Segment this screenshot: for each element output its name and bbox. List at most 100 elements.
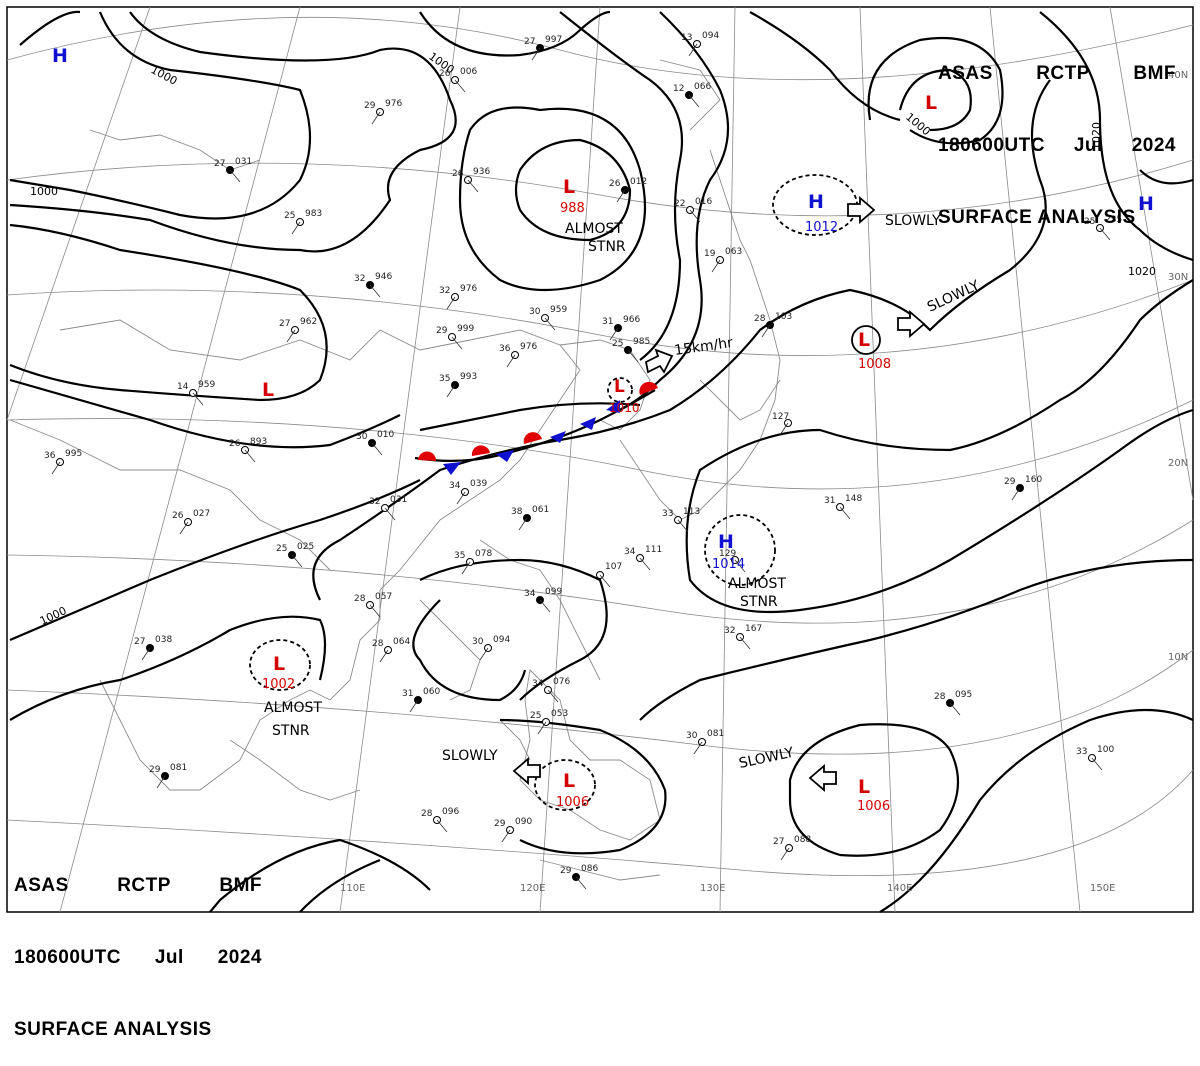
station-pressure: 985 bbox=[633, 337, 650, 347]
wind-barb bbox=[609, 327, 619, 341]
lat-label: 20N bbox=[1168, 458, 1188, 469]
wind-barb bbox=[1099, 227, 1111, 241]
wind-barb bbox=[479, 647, 489, 661]
wind-barb bbox=[371, 111, 381, 125]
header-agency: ASAS bbox=[938, 63, 993, 84]
station-temperature: 31 bbox=[602, 317, 613, 327]
station-plots: 27 997 26 006 29 976 27 031 25 983 26 936 26 012 22 016… bbox=[44, 31, 1122, 890]
wind-barb bbox=[575, 876, 587, 890]
lat-label: 30N bbox=[1168, 272, 1188, 283]
wind-barb bbox=[384, 507, 396, 521]
motion-label: SLOWLY bbox=[885, 213, 941, 229]
wind-barb bbox=[599, 574, 611, 588]
station-plot: 28 103 bbox=[754, 312, 792, 338]
motion-label: STNR bbox=[272, 723, 310, 739]
station-plot: 22 016 bbox=[674, 197, 712, 223]
wind-barb bbox=[291, 221, 301, 235]
station-pressure: 010 bbox=[377, 430, 394, 440]
station-temperature: 33 bbox=[1076, 747, 1087, 757]
station-pressure: 081 bbox=[170, 763, 187, 773]
station-plot: 34 076 bbox=[532, 677, 570, 703]
station-plot: 127 bbox=[772, 412, 792, 436]
station-plot: 29 976 bbox=[364, 99, 402, 125]
header-month: Jul bbox=[1073, 135, 1103, 156]
wind-barb bbox=[547, 689, 559, 703]
weather-map: 27 997 26 006 29 976 27 031 25 983 26 936 26 012 22 016… bbox=[6, 6, 1194, 913]
station-temperature: 28 bbox=[354, 594, 366, 604]
header-title: SURFACE ANALYSIS bbox=[938, 207, 1136, 228]
station-temperature: 30 bbox=[529, 307, 541, 317]
header-station: RCTP bbox=[117, 875, 171, 896]
wind-barb bbox=[711, 259, 721, 273]
station-plot: 28 057 bbox=[354, 592, 392, 618]
station-plot: 35 078 bbox=[454, 549, 492, 575]
station-temperature: 32 bbox=[724, 626, 735, 636]
station-temperature: 29 bbox=[560, 866, 572, 876]
wind-barb bbox=[192, 392, 204, 406]
station-temperature: 14 bbox=[177, 382, 189, 392]
motion-arrows bbox=[512, 196, 926, 792]
station-temperature: 35 bbox=[439, 374, 450, 384]
station-plot: 26 027 bbox=[172, 509, 210, 535]
wind-barb bbox=[627, 349, 639, 363]
chart-header-bottom: ASAS RCTP BMF 180600UTC Jul 2024 SURFACE ANA… bbox=[14, 826, 262, 1066]
station-temperature: 25 bbox=[284, 211, 295, 221]
station-pressure: 016 bbox=[695, 197, 712, 207]
station-temperature: 30 bbox=[472, 637, 484, 647]
station-pressure: 148 bbox=[845, 494, 862, 504]
wind-barb bbox=[693, 741, 703, 755]
wind-barb bbox=[544, 317, 556, 331]
station-pressure: 103 bbox=[775, 312, 792, 322]
header-year: 2024 bbox=[217, 947, 262, 968]
station-plot: 27 088 bbox=[773, 835, 811, 861]
station-plot: 32 976 bbox=[439, 284, 477, 310]
station-plot: 28 095 bbox=[934, 690, 972, 716]
low-center-symbol: L bbox=[273, 653, 285, 675]
station-pressure: 060 bbox=[423, 687, 440, 697]
high-center-symbol: H bbox=[808, 191, 824, 213]
station-pressure: 999 bbox=[457, 324, 474, 334]
low-center-pressure: 988 bbox=[560, 201, 585, 216]
high-center-pressure: 1014 bbox=[712, 557, 745, 572]
low-center-symbol: L bbox=[563, 176, 575, 198]
station-temperature: 27 bbox=[134, 637, 145, 647]
station-plot: 33 113 bbox=[662, 507, 700, 533]
stationary-front bbox=[414, 381, 658, 475]
station-plot: 30 959 bbox=[529, 305, 567, 331]
station-plot: 27 038 bbox=[134, 635, 172, 661]
station-temperature: 31 bbox=[402, 689, 413, 699]
station-temperature: 29 bbox=[364, 101, 376, 111]
station-temperature: 32 bbox=[439, 286, 450, 296]
low-center-pressure: 1008 bbox=[858, 357, 891, 372]
station-pressure: 962 bbox=[300, 317, 317, 327]
station-plot: 30 081 bbox=[686, 729, 724, 755]
station-plot: 29 086 bbox=[560, 864, 598, 890]
wind-barb bbox=[501, 829, 511, 843]
station-plot: 31 966 bbox=[602, 315, 640, 341]
station-pressure: 076 bbox=[553, 677, 570, 687]
station-plot: 26 936 bbox=[452, 167, 490, 193]
wind-barb bbox=[451, 336, 463, 350]
wind-barb bbox=[639, 557, 651, 571]
station-temperature: 27 bbox=[279, 319, 290, 329]
station-plot: 33 100 bbox=[1076, 745, 1114, 771]
station-temperature: 28 bbox=[754, 314, 766, 324]
wind-barb bbox=[446, 384, 456, 398]
wind-barb bbox=[949, 702, 961, 716]
station-temperature: 35 bbox=[454, 551, 465, 561]
station-pressure: 025 bbox=[297, 542, 314, 552]
station-pressure: 053 bbox=[551, 709, 568, 719]
station-temperature: 34 bbox=[524, 589, 536, 599]
wind-barb bbox=[229, 169, 241, 183]
header-tag: BMF bbox=[219, 875, 262, 896]
header-station: RCTP bbox=[1036, 63, 1090, 84]
station-plot: 31 148 bbox=[824, 494, 862, 520]
station-plot: 32 031 bbox=[369, 495, 407, 521]
wind-barb bbox=[780, 847, 790, 861]
lon-label: 120E bbox=[520, 883, 545, 894]
station-plot: 32 946 bbox=[354, 272, 392, 298]
high-center-symbol: H bbox=[1138, 193, 1154, 215]
station-temperature: 26 bbox=[172, 511, 184, 521]
station-pressure: 095 bbox=[955, 690, 972, 700]
station-plot: 36 976 bbox=[499, 342, 537, 368]
